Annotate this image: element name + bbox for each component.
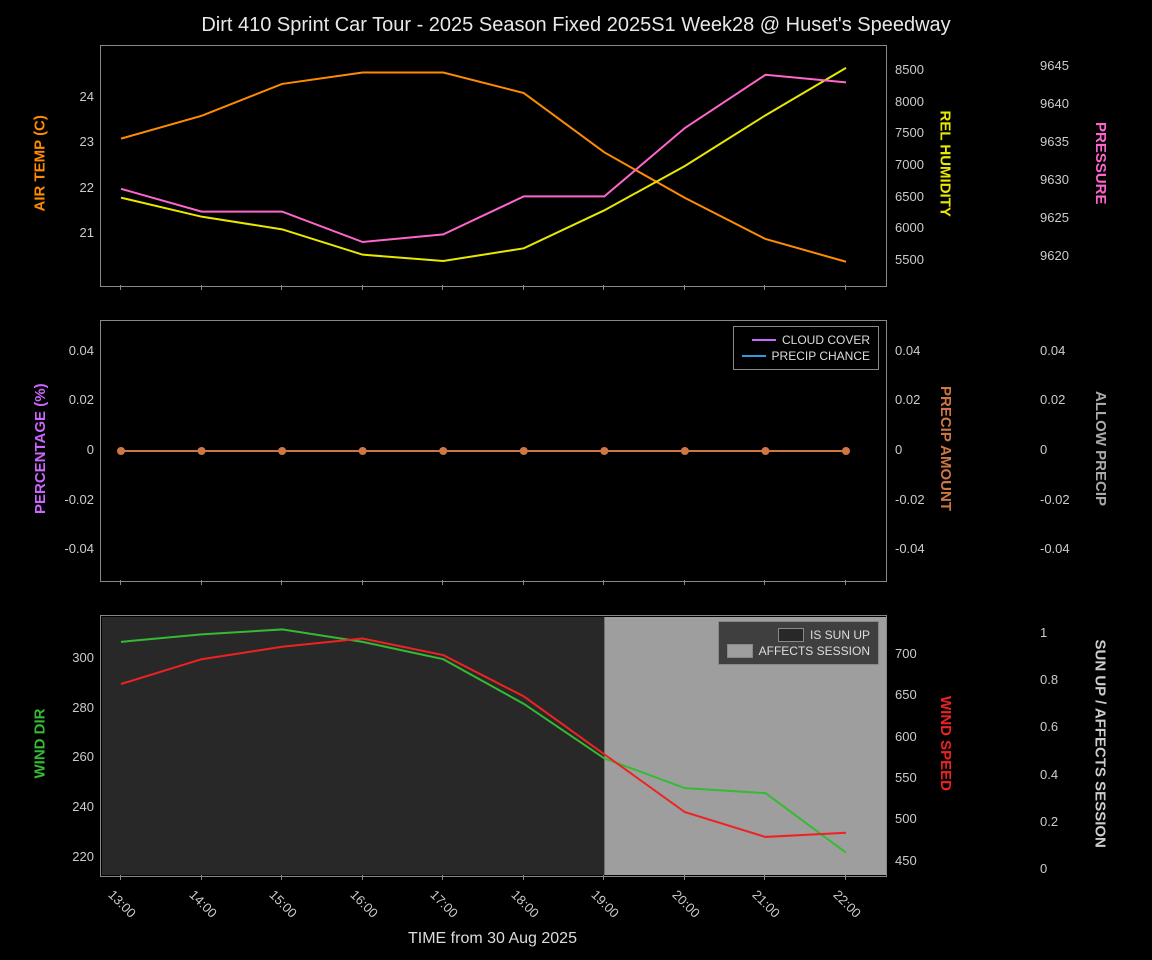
page-title: Dirt 410 Sprint Car Tour - 2025 Season F… xyxy=(0,14,1152,37)
panel-temp-humidity-pressure xyxy=(100,45,887,287)
x-axis-label: TIME from 30 Aug 2025 xyxy=(100,930,885,948)
